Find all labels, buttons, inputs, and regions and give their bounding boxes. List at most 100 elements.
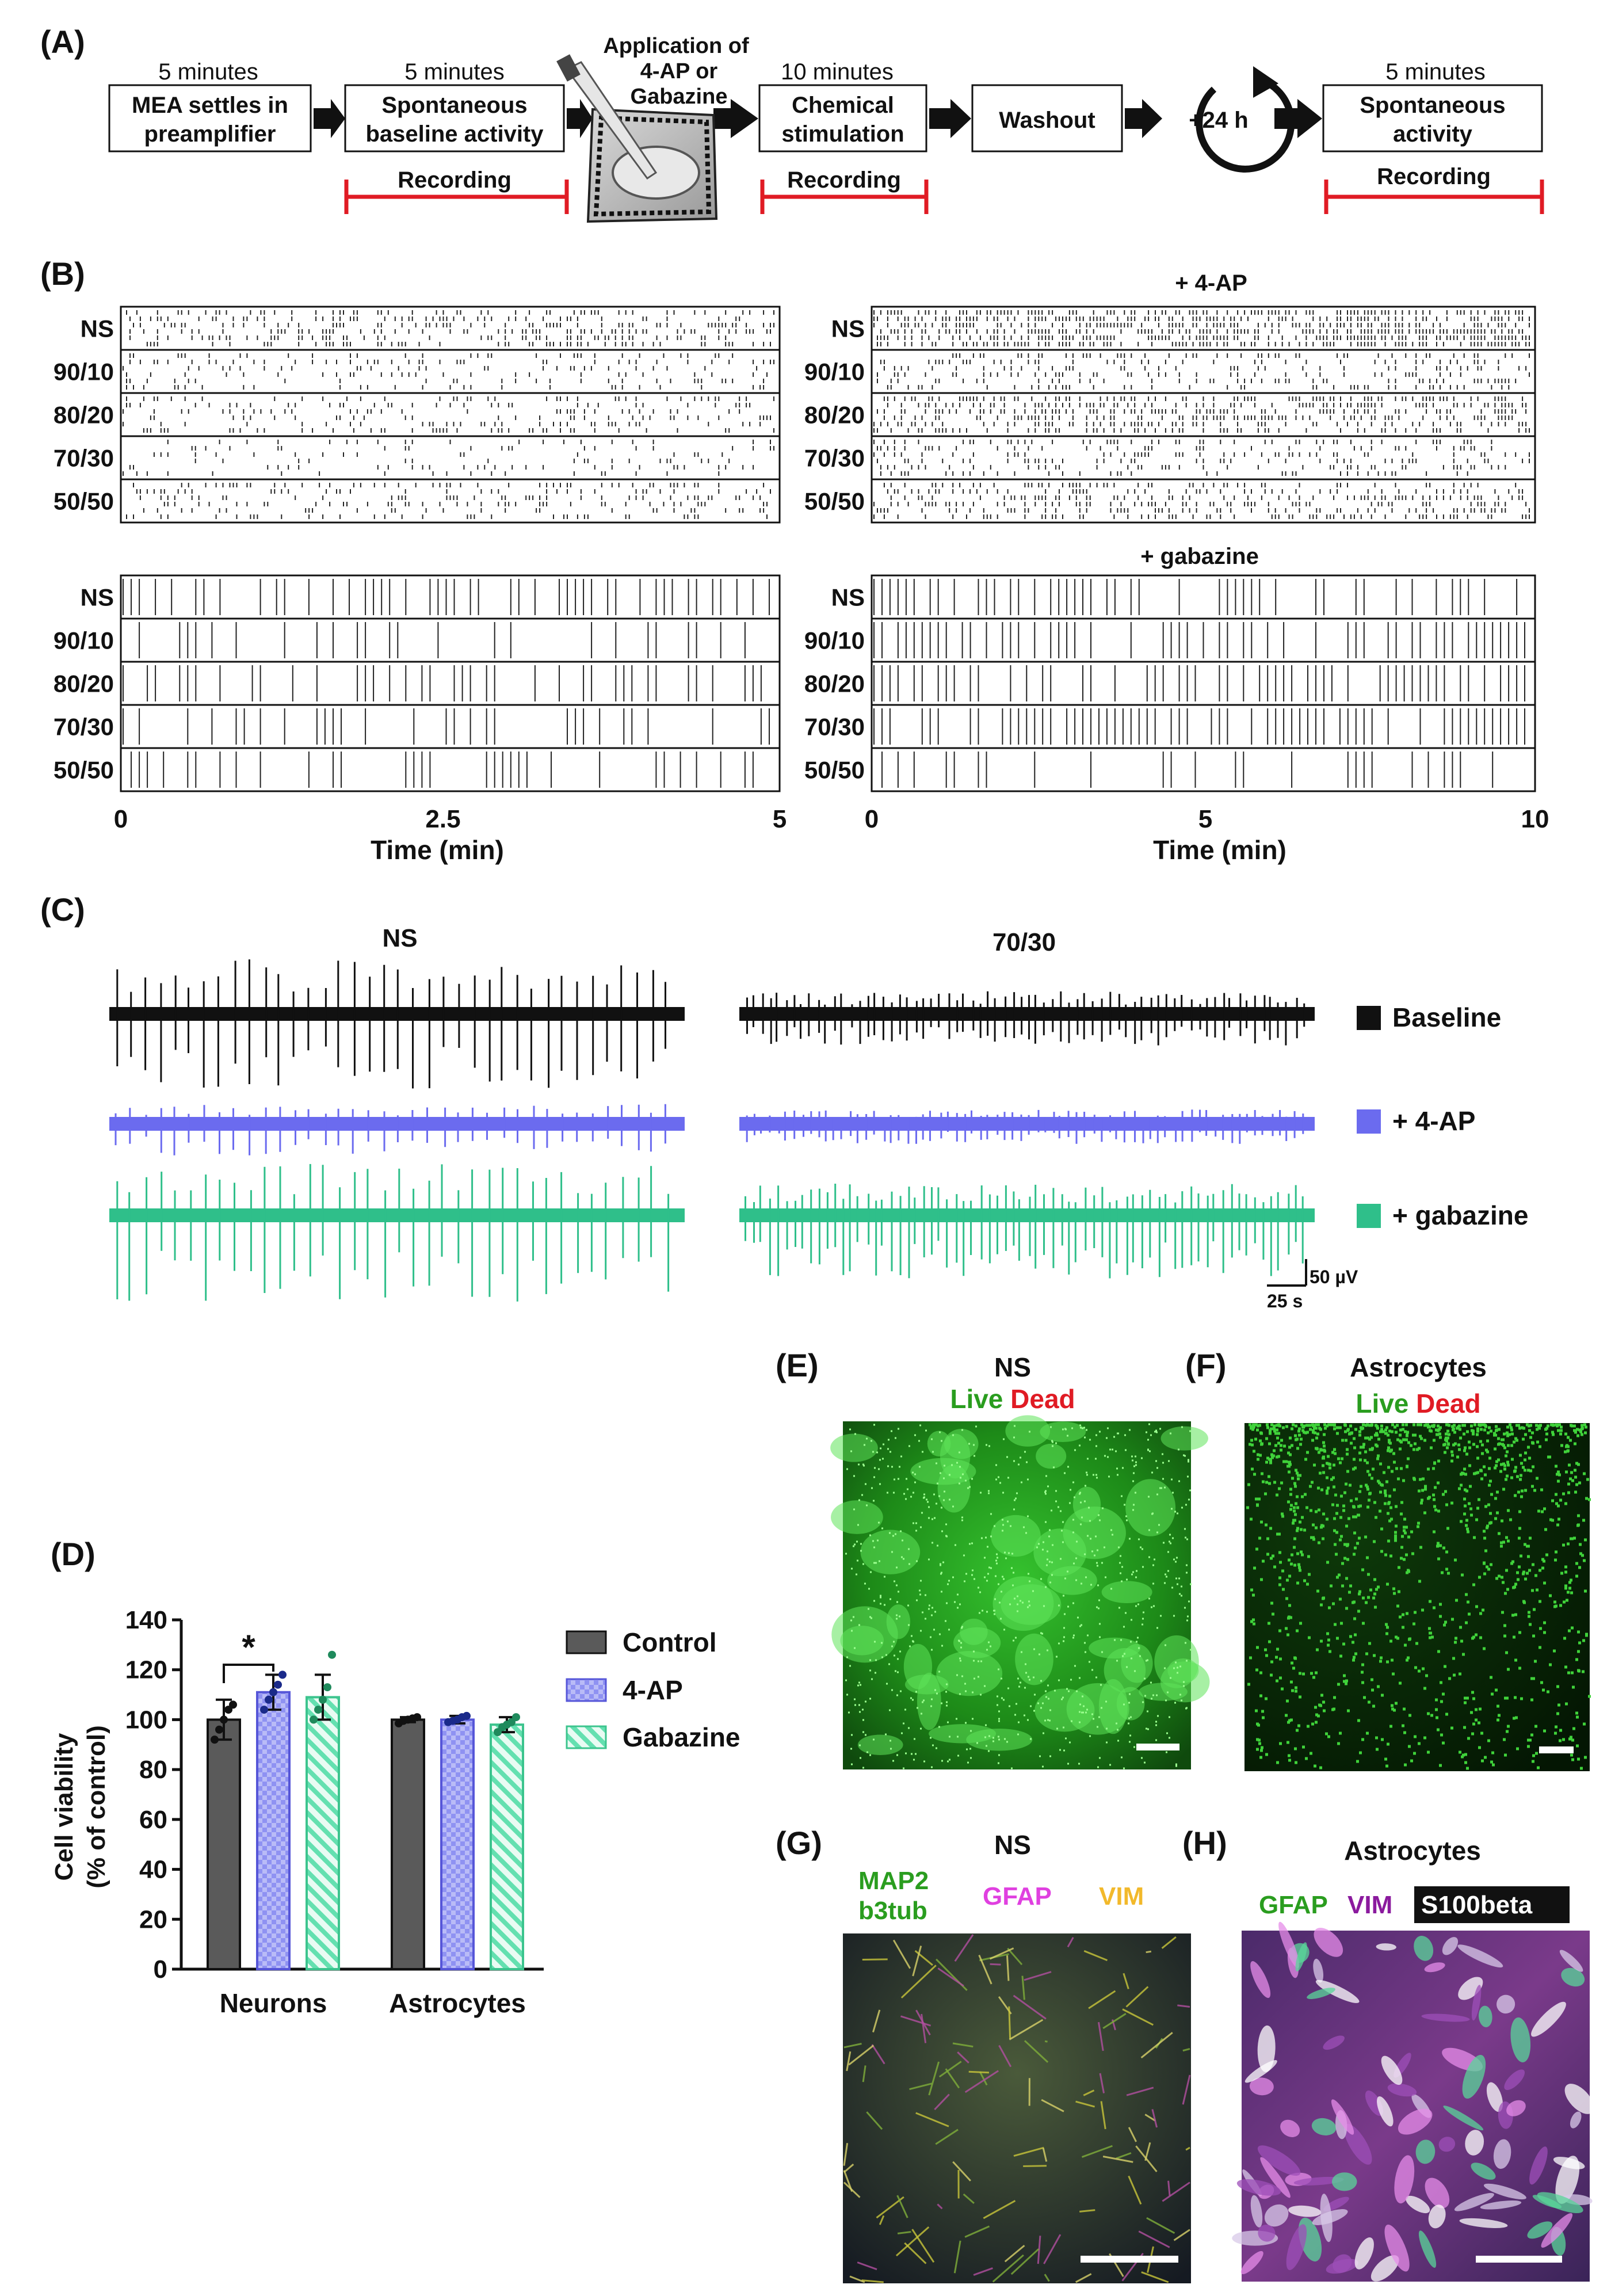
panel-b: (B) + 4-AP + gabazine NS 90/10 80/20 70/30 5… bbox=[40, 255, 1549, 865]
right-tick-0: 0 bbox=[865, 805, 879, 833]
row-label: NS bbox=[831, 584, 865, 611]
fiber bbox=[998, 2045, 1012, 2068]
astrocyte-cell bbox=[1478, 2005, 1492, 2027]
fiber bbox=[915, 2112, 949, 2127]
fiber bbox=[1128, 2175, 1142, 2205]
cell-cluster bbox=[1005, 1415, 1051, 1447]
raster-row bbox=[871, 661, 1536, 706]
fiber bbox=[1083, 2089, 1095, 2096]
right-tick-1: 5 bbox=[1198, 805, 1212, 833]
viability-chart: 0 20 40 60 80 100 120 140 Neurons Astrocytes * bbox=[125, 1606, 544, 2018]
cell-speckle bbox=[845, 1423, 1192, 1769]
y-tick-label: 140 bbox=[125, 1606, 167, 1634]
circular-arrow-icon bbox=[1196, 66, 1295, 173]
scale-bar-e bbox=[1136, 1744, 1179, 1750]
fiber bbox=[938, 2061, 962, 2078]
panel-b-letter: (B) bbox=[40, 255, 85, 292]
x-category-label: Neurons bbox=[220, 1988, 327, 2018]
legend-gabazine-d: Gabazine bbox=[623, 1722, 740, 1752]
right-tick-2: 10 bbox=[1521, 805, 1549, 833]
astrocyte-cell bbox=[1506, 2100, 1526, 2116]
row-label: 50/50 bbox=[804, 757, 865, 784]
step-box-washout bbox=[971, 84, 1123, 152]
fiber bbox=[921, 2013, 927, 2043]
astrocyte-cell bbox=[1293, 2177, 1344, 2186]
marker-vim-g: VIM bbox=[1099, 1882, 1144, 1910]
step-spontaneous-line2: activity bbox=[1393, 121, 1473, 147]
row-label: 90/10 bbox=[804, 358, 865, 386]
panel-e-letter: (E) bbox=[776, 1347, 819, 1383]
cell-dots-astrocytes bbox=[1246, 1423, 1591, 1770]
spike-ticks bbox=[873, 708, 1525, 745]
panel-f-stain: Live Dead bbox=[1356, 1389, 1480, 1418]
astrocyte-cell bbox=[1264, 2204, 1289, 2227]
astrocyte-cell bbox=[1323, 2035, 1345, 2050]
cell-cluster bbox=[831, 1500, 883, 1534]
raster-row bbox=[871, 747, 1536, 792]
legend-gabazine: + gabazine bbox=[1392, 1200, 1528, 1230]
cell-cluster bbox=[991, 1515, 1041, 1557]
raster-row bbox=[120, 704, 781, 749]
fiber bbox=[1173, 2229, 1190, 2241]
raster-row bbox=[120, 747, 781, 792]
arrow-icon-5 bbox=[1125, 99, 1162, 138]
step-mea-line2: preamplifier bbox=[144, 121, 276, 147]
fiber bbox=[1144, 2114, 1156, 2122]
spike-lines bbox=[114, 1104, 666, 1155]
data-point bbox=[328, 1650, 336, 1659]
fiber bbox=[912, 1946, 922, 1977]
fiber bbox=[843, 2181, 861, 2198]
fiber bbox=[1162, 2181, 1190, 2202]
astrocyte-cell bbox=[1387, 2083, 1417, 2097]
bar-4-ap-astrocytes bbox=[440, 1718, 475, 1970]
legend-swatch-gabazine-d bbox=[566, 1725, 607, 1749]
trace-7030-0 bbox=[739, 991, 1315, 1046]
fiber bbox=[990, 1963, 1001, 1966]
astrocyte-cell bbox=[1454, 2193, 1494, 2211]
fiber bbox=[1097, 2022, 1104, 2051]
astrocyte-cell bbox=[1480, 2200, 1522, 2210]
fiber bbox=[954, 1934, 974, 1962]
legend-swatch-4ap bbox=[1357, 1109, 1381, 1134]
spike-ticks bbox=[123, 665, 762, 701]
raster-row bbox=[871, 349, 1536, 394]
significance-star: * bbox=[242, 1628, 255, 1666]
cell-cluster bbox=[831, 1606, 898, 1663]
panel-d-letter: (D) bbox=[51, 1536, 96, 1572]
fiber bbox=[952, 2042, 974, 2048]
fiber bbox=[953, 2240, 961, 2274]
duration-4: 5 minutes bbox=[1385, 59, 1485, 85]
data-point bbox=[215, 1725, 223, 1734]
panel-h: (H) Astrocytes GFAP VIM S100beta bbox=[1182, 1825, 1594, 2282]
fiber bbox=[1081, 2145, 1113, 2158]
raster-4ap: NS 90/10 80/20 70/30 50/50 bbox=[804, 306, 1536, 524]
fiber bbox=[1141, 2271, 1169, 2283]
step-box-chemical bbox=[758, 84, 927, 152]
astrocyte-cell bbox=[1442, 1937, 1459, 1955]
panel-f-title: Astrocytes bbox=[1350, 1352, 1487, 1382]
cell-cluster bbox=[1015, 1633, 1053, 1685]
astrocyte-cell bbox=[1307, 1988, 1335, 1999]
astrocyte-cell bbox=[1288, 2205, 1322, 2217]
cell-cluster bbox=[903, 1643, 933, 1689]
astrocyte-cell bbox=[1462, 2054, 1486, 2099]
fiber bbox=[1004, 2245, 1025, 2263]
raster-baseline-bottom: NS 90/10 80/20 70/30 50/50 bbox=[54, 574, 781, 792]
left-tick-0: 0 bbox=[114, 805, 128, 833]
y-tick-label: 120 bbox=[125, 1656, 167, 1684]
panel-c-letter: (C) bbox=[40, 891, 85, 928]
fiber bbox=[928, 2061, 940, 2096]
astrocyte-cell bbox=[1532, 2195, 1562, 2209]
row-label: NS bbox=[81, 584, 114, 611]
fiber bbox=[1140, 2032, 1173, 2059]
fiber bbox=[846, 2051, 852, 2072]
panel-g: (G) NS MAP2 b3tub GFAP VIM bbox=[776, 1825, 1191, 2283]
cell-cluster bbox=[936, 1650, 1003, 1696]
application-line3: Gabazine bbox=[631, 85, 728, 109]
recording-label-2: Recording bbox=[787, 167, 901, 193]
astrocyte-cell bbox=[1553, 2157, 1585, 2169]
fiber bbox=[895, 2226, 930, 2257]
step-chemical-line2: stimulation bbox=[781, 121, 904, 147]
marker-gfap-g: GFAP bbox=[983, 1882, 1052, 1910]
astrocyte-cell bbox=[1236, 2179, 1281, 2196]
